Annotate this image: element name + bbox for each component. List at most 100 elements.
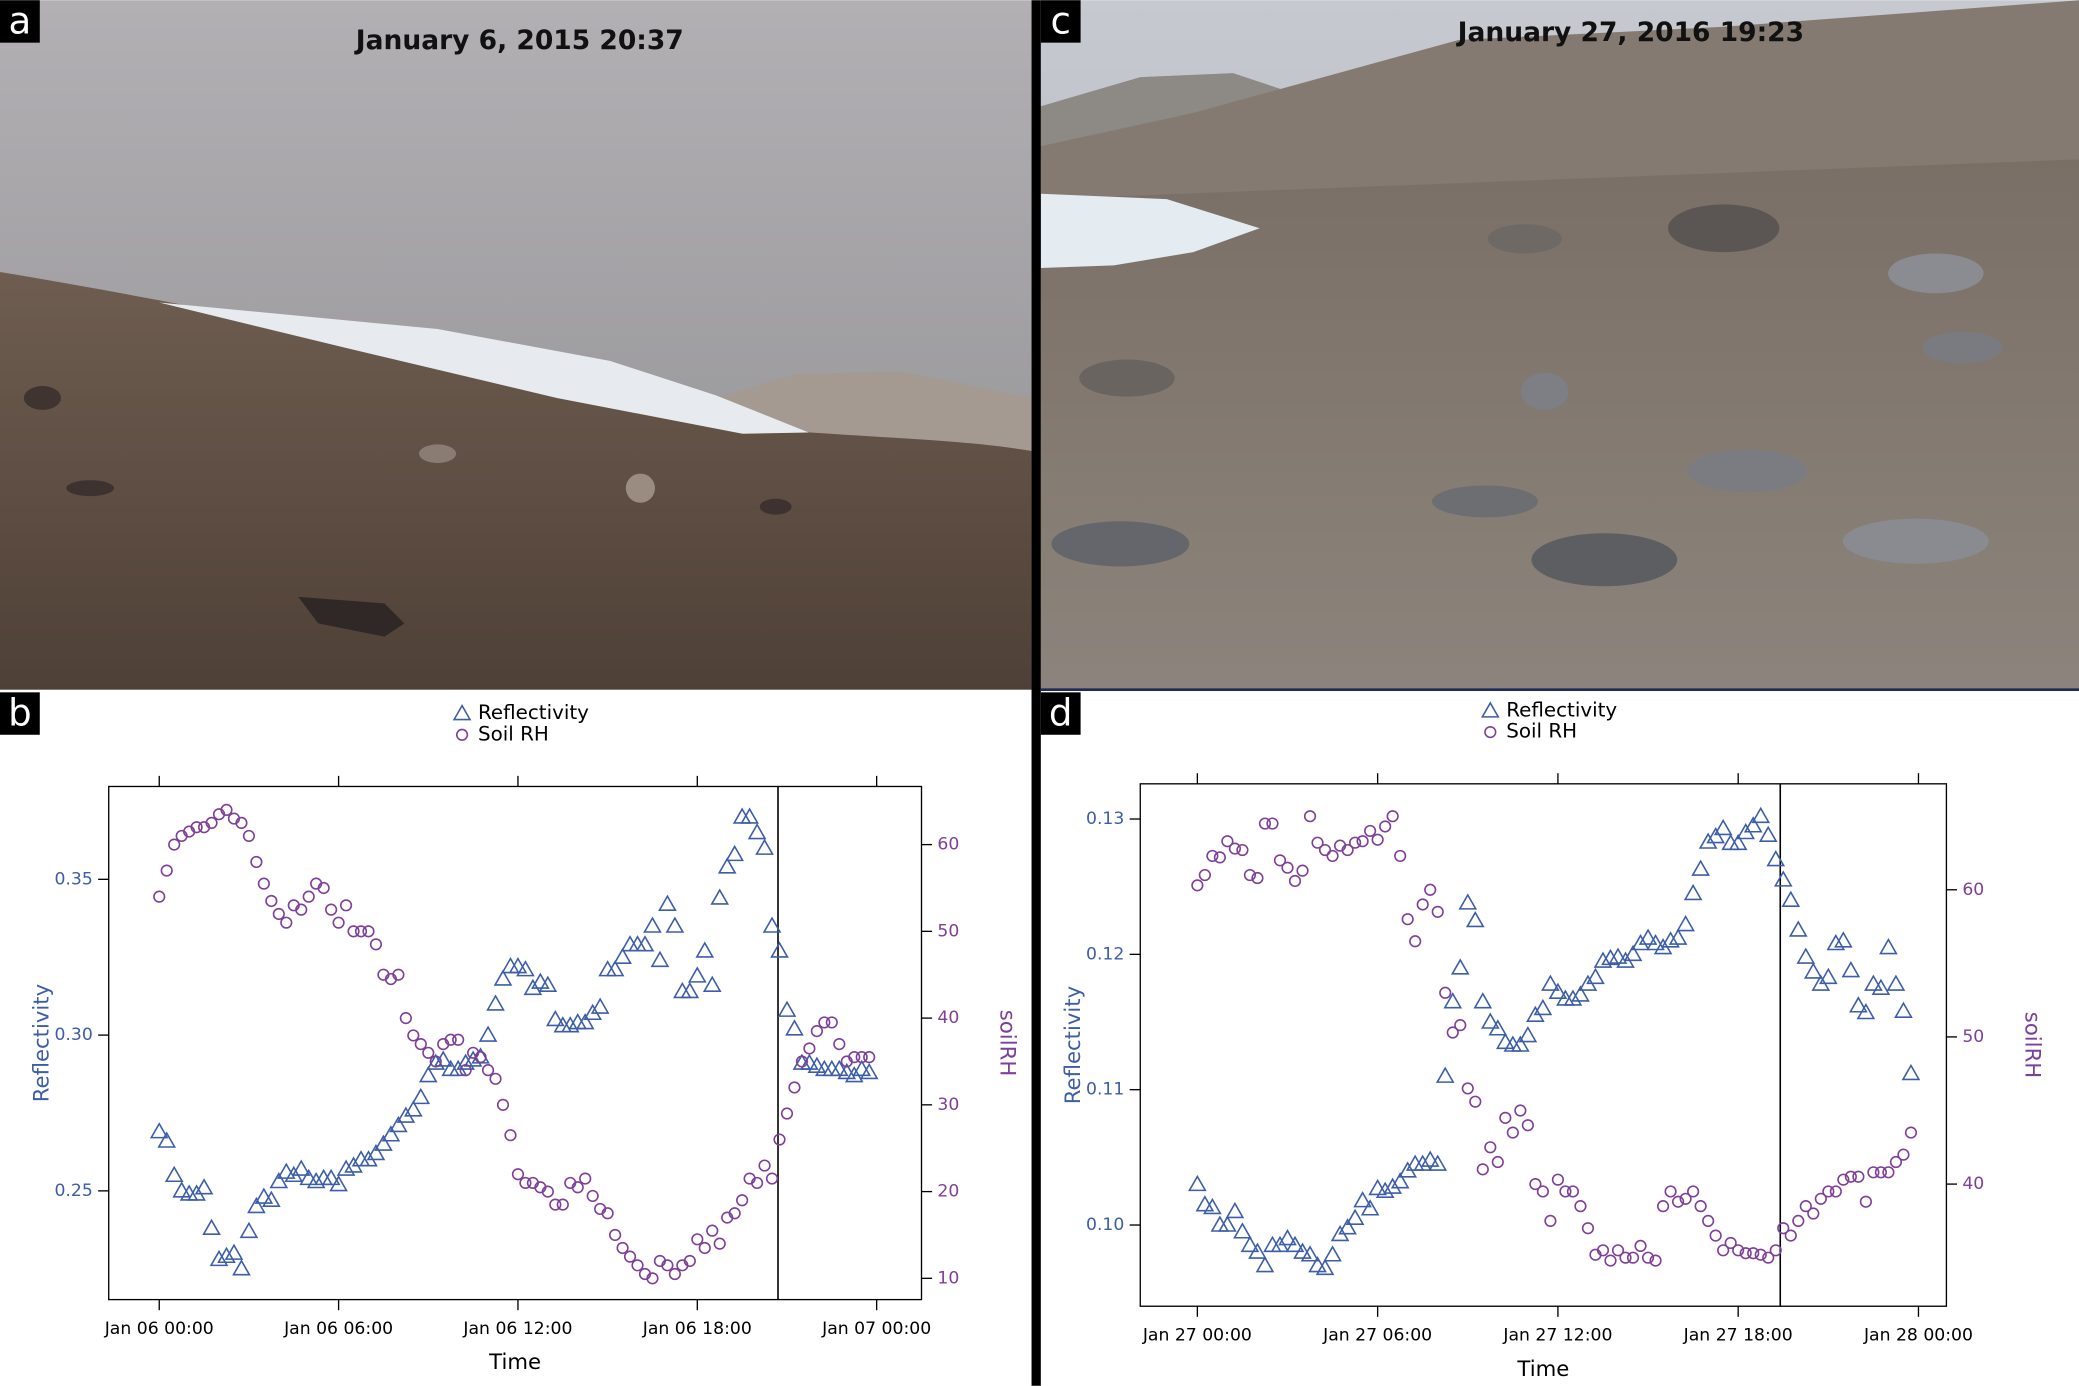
y-tick-label: 0.13 <box>1086 809 1124 829</box>
triangle-marker <box>1233 1222 1252 1239</box>
circle-marker <box>455 728 469 741</box>
triangle-marker <box>1834 931 1853 948</box>
circle-marker <box>780 1107 794 1120</box>
x-tick-label: Jan 06 18:00 <box>642 1319 752 1339</box>
x-tick-label: Jan 27 12:00 <box>1502 1325 1612 1345</box>
y2-tick-label: 50 <box>937 921 959 941</box>
triangle-marker <box>695 941 715 958</box>
circle-marker <box>1296 864 1309 877</box>
circle-marker <box>1574 1200 1587 1213</box>
rock <box>66 480 115 497</box>
circle-marker <box>1499 1111 1512 1124</box>
triangle-marker <box>366 1143 386 1161</box>
triangle-marker <box>336 1159 356 1176</box>
triangle-marker <box>329 1175 348 1192</box>
circle-marker <box>1484 726 1497 739</box>
rock <box>1922 331 2003 364</box>
rock <box>1520 372 1569 410</box>
triangle-marker <box>1871 978 1891 995</box>
circle-marker <box>429 1055 442 1068</box>
circle-marker <box>1581 1222 1595 1235</box>
triangle-marker <box>1225 1201 1245 1219</box>
circle-marker <box>1251 871 1264 885</box>
triangle-marker <box>762 916 782 933</box>
photo-a <box>0 0 1032 690</box>
triangle-marker <box>725 844 744 862</box>
triangle-marker <box>1188 1174 1207 1192</box>
circle-marker <box>1326 849 1339 863</box>
circle-marker <box>369 938 383 951</box>
circle-marker <box>1364 824 1377 838</box>
triangle-marker <box>1788 920 1808 937</box>
circle-marker <box>765 1172 779 1185</box>
y-tick-label: 0.25 <box>54 1181 92 1201</box>
triangle-marker <box>1541 974 1560 991</box>
circle-marker <box>1649 1254 1662 1267</box>
panel-label: a <box>9 0 32 42</box>
triangle-marker <box>202 1218 221 1236</box>
circle-marker <box>1904 1126 1918 1139</box>
triangle-marker <box>1195 1195 1215 1212</box>
circle-marker <box>354 925 368 938</box>
circle-marker <box>1424 883 1437 896</box>
triangle-marker <box>1293 1242 1312 1259</box>
circle-marker <box>235 816 248 830</box>
circle-marker <box>1769 1244 1782 1257</box>
circle-marker <box>272 907 285 921</box>
rock <box>1888 253 1984 294</box>
circle-marker <box>422 1046 435 1059</box>
circle-marker <box>1799 1200 1812 1213</box>
triangle-marker <box>209 1249 229 1267</box>
circle-marker <box>1416 898 1429 911</box>
triangle-marker <box>1285 1235 1305 1253</box>
triangle-marker <box>1646 933 1665 951</box>
circle-marker <box>758 1159 771 1172</box>
circle-marker <box>1747 1247 1760 1260</box>
rock <box>1842 518 1989 564</box>
circle-marker <box>1198 868 1211 882</box>
circle-marker <box>302 890 315 903</box>
circle-marker <box>392 968 405 981</box>
circle-marker <box>1867 1166 1880 1179</box>
circle-marker <box>496 1098 510 1111</box>
circle-marker <box>1566 1185 1580 1198</box>
circle-marker <box>855 1051 868 1064</box>
circle-marker <box>1409 935 1422 948</box>
circle-marker <box>698 1241 711 1255</box>
triangle-marker <box>859 1062 879 1080</box>
circle-marker <box>1679 1192 1692 1205</box>
circle-marker <box>250 855 263 869</box>
triangle-marker <box>1743 816 1763 833</box>
circle-marker <box>1897 1148 1910 1161</box>
circle-marker <box>511 1168 525 1181</box>
circle-marker <box>1762 1251 1775 1264</box>
y2-tick-label: 20 <box>937 1182 959 1202</box>
triangle-marker <box>1691 859 1710 876</box>
triangle-marker <box>276 1162 296 1179</box>
triangle-marker <box>575 1013 595 1030</box>
circle-marker <box>444 1033 457 1046</box>
photo-caption: January 6, 2015 20:37 <box>354 25 684 56</box>
circle-marker <box>728 1207 741 1220</box>
rock <box>1667 204 1780 253</box>
x-tick-label: Jan 06 12:00 <box>462 1319 572 1339</box>
triangle-marker <box>785 1019 804 1036</box>
triangle-marker <box>777 1000 797 1017</box>
circle-marker <box>265 894 278 908</box>
panel-label-box <box>0 692 40 735</box>
y-axis-label: Reflectivity <box>29 984 54 1102</box>
triangle-marker <box>262 1190 281 1207</box>
rock <box>1687 449 1808 493</box>
circle-marker <box>1882 1166 1895 1179</box>
x-tick-label: Jan 06 06:00 <box>283 1319 393 1339</box>
triangle-marker <box>538 975 558 993</box>
x-tick-label: Jan 27 06:00 <box>1322 1325 1432 1345</box>
circle-marker <box>1266 817 1279 830</box>
panel-label-box <box>1040 692 1081 735</box>
triangle-marker <box>1240 1235 1260 1253</box>
triangle-marker <box>291 1159 311 1176</box>
triangle-marker <box>164 1165 184 1183</box>
circle-marker <box>1784 1229 1797 1242</box>
circle-marker <box>1484 1141 1497 1154</box>
x-tick-label: Jan 27 18:00 <box>1683 1325 1793 1345</box>
